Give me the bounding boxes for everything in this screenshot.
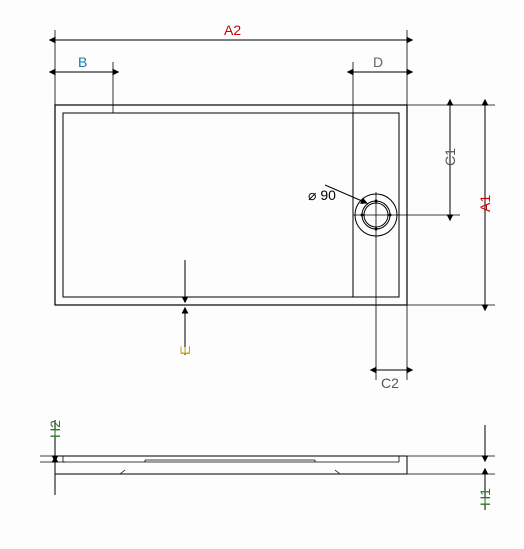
label-e: E <box>177 346 193 355</box>
label-h1: H1 <box>477 488 493 506</box>
label-b: B <box>78 54 87 70</box>
dim-d: D <box>353 54 407 113</box>
label-c2: C2 <box>381 375 399 391</box>
label-a1: A1 <box>477 195 493 212</box>
dim-e: E <box>177 260 193 355</box>
dim-a1: A1 <box>407 105 495 305</box>
dim-a2: A2 <box>55 22 407 105</box>
plan-view: ⌀ 90 <box>55 105 407 305</box>
label-h2: H2 <box>47 420 63 438</box>
side-view <box>55 456 407 474</box>
dim-h2: H2 <box>40 420 65 495</box>
technical-drawing: ⌀ 90 A2 B D A1 C1 C2 <box>0 0 524 549</box>
label-c1: C1 <box>442 148 458 166</box>
drain-icon <box>353 192 399 238</box>
dim-b: B <box>55 54 113 113</box>
label-a2: A2 <box>224 22 241 38</box>
dim-c2: C2 <box>376 236 407 391</box>
diameter-label: ⌀ 90 <box>308 187 336 203</box>
dim-h1: H1 <box>407 425 495 510</box>
label-d: D <box>373 54 383 70</box>
